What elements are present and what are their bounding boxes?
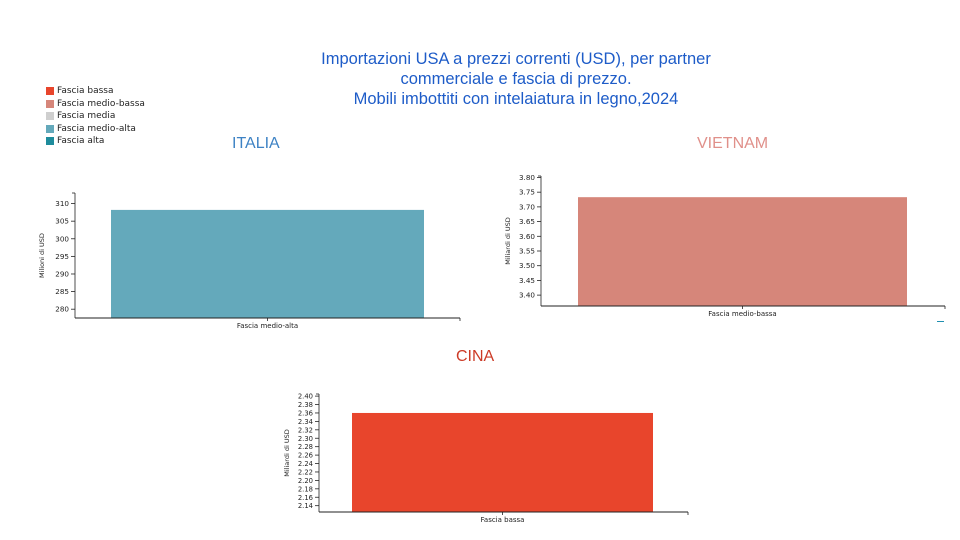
bar [352, 412, 653, 512]
y-axis-label: Milioni di USD [38, 233, 46, 278]
x-tick-label: Fascia medio-alta [237, 322, 298, 330]
y-tick-label: 2.24 [298, 460, 313, 468]
decorative-dash [937, 321, 944, 322]
y-tick-label: 3.40 [519, 291, 535, 300]
y-tick-label: 2.36 [298, 409, 313, 417]
y-axis-label: Miliardi di USD [504, 217, 512, 264]
main-title-line-2: commerciale e fascia di prezzo. [400, 70, 632, 88]
legend-item-fascia-media[interactable]: Fascia media [46, 110, 145, 123]
y-axis-label: Miliardi di USD [283, 429, 291, 476]
legend-swatch [46, 99, 54, 108]
y-tick-label: 2.28 [298, 443, 313, 451]
y-tick-label: 2.16 [298, 494, 313, 502]
y-tick-label: 3.70 [519, 202, 535, 211]
main-title-line-3: Mobili imbottiti con intelaiatura in leg… [353, 90, 679, 108]
main-title: Importazioni USA a prezzi correnti (USD)… [200, 49, 832, 109]
legend-label: Fascia medio-alta [57, 123, 136, 134]
y-tick-label: 3.45 [519, 276, 535, 285]
y-tick-label: 310 [55, 199, 69, 208]
y-tick-label: 295 [55, 252, 69, 261]
y-tick-label: 3.55 [519, 247, 535, 256]
legend-item-fascia-medio-alta[interactable]: Fascia medio-alta [46, 123, 145, 136]
y-tick-label: 3.80 [519, 173, 535, 182]
legend-swatch [46, 124, 54, 133]
legend-item-fascia-bassa[interactable]: Fascia bassa [46, 85, 145, 98]
legend-label: Fascia medio-bassa [57, 98, 145, 109]
y-tick-label: 2.22 [298, 468, 313, 476]
legend-label: Fascia media [57, 111, 116, 122]
legend-label: Fascia bassa [57, 86, 114, 97]
y-tick-label: 290 [55, 269, 69, 278]
legend-swatch [46, 87, 54, 96]
y-tick-label: 305 [55, 217, 69, 226]
legend-item-fascia-alta[interactable]: Fascia alta [46, 135, 145, 148]
chart-title-italia: ITALIA [232, 135, 280, 152]
x-tick-label: Fascia bassa [481, 516, 525, 524]
y-tick-label: 2.34 [298, 418, 313, 426]
y-tick-label: 2.38 [298, 401, 313, 409]
x-tick-label: Fascia medio-bassa [708, 310, 776, 318]
y-tick-label: 3.50 [519, 261, 535, 270]
y-tick-label: 2.14 [298, 502, 313, 510]
y-tick-label: 2.26 [298, 452, 313, 460]
y-tick-label: 3.75 [519, 188, 535, 197]
bar [578, 197, 907, 306]
y-tick-label: 285 [55, 287, 69, 296]
legend: Fascia bassa Fascia medio-bassa Fascia m… [46, 85, 145, 148]
y-tick-label: 3.65 [519, 217, 535, 226]
y-tick-label: 2.18 [298, 485, 313, 493]
y-tick-label: 2.40 [298, 393, 313, 401]
bar [111, 209, 424, 318]
legend-item-fascia-medio-bassa[interactable]: Fascia medio-bassa [46, 98, 145, 111]
y-tick-label: 2.30 [298, 435, 313, 443]
y-tick-label: 2.32 [298, 426, 313, 434]
legend-label: Fascia alta [57, 136, 105, 147]
y-tick-label: 3.60 [519, 232, 535, 241]
main-title-line-1: Importazioni USA a prezzi correnti (USD)… [321, 50, 711, 68]
chart-title-vietnam: VIETNAM [697, 135, 769, 152]
y-tick-label: 2.20 [298, 477, 313, 485]
y-tick-label: 300 [55, 234, 69, 243]
legend-swatch [46, 112, 54, 121]
legend-swatch [46, 137, 54, 146]
y-tick-label: 280 [55, 305, 69, 314]
chart-title-cina: CINA [456, 348, 495, 365]
